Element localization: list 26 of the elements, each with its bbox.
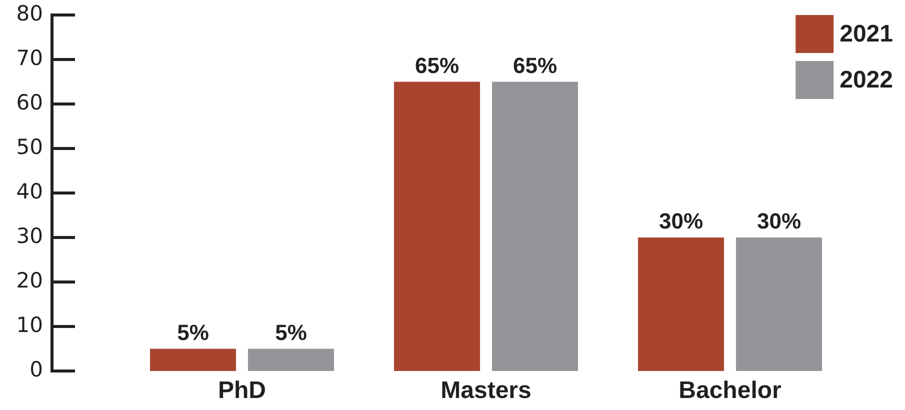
y-tick-label: 30 <box>16 224 43 248</box>
data-label: 65% <box>512 52 558 78</box>
bar <box>150 348 236 371</box>
data-label: 30% <box>756 208 802 234</box>
data-label: 65% <box>414 52 460 78</box>
data-label: 5% <box>177 320 209 345</box>
bar <box>638 238 724 371</box>
y-tick-label: 0 <box>30 357 43 382</box>
data-label: 30% <box>658 208 704 234</box>
x-tick-label: PhD <box>218 377 266 404</box>
y-tick-label: 60 <box>16 90 43 114</box>
legend-label: 2022 <box>840 66 893 94</box>
y-tick-label: 80 <box>16 1 43 26</box>
y-tick-label: 50 <box>16 134 43 159</box>
legend-label: 2021 <box>840 20 893 48</box>
bar <box>492 82 578 371</box>
x-tick-label: Bachelor <box>678 377 782 404</box>
y-tick-label: 10 <box>16 312 43 337</box>
bar <box>394 82 480 371</box>
y-tick-label: 20 <box>16 268 43 292</box>
bar <box>248 348 334 371</box>
x-tick-label: Masters <box>440 377 532 404</box>
y-tick-label: 70 <box>16 46 43 70</box>
bar <box>736 238 822 371</box>
y-tick-label: 40 <box>16 179 43 204</box>
data-label: 5% <box>275 320 307 345</box>
